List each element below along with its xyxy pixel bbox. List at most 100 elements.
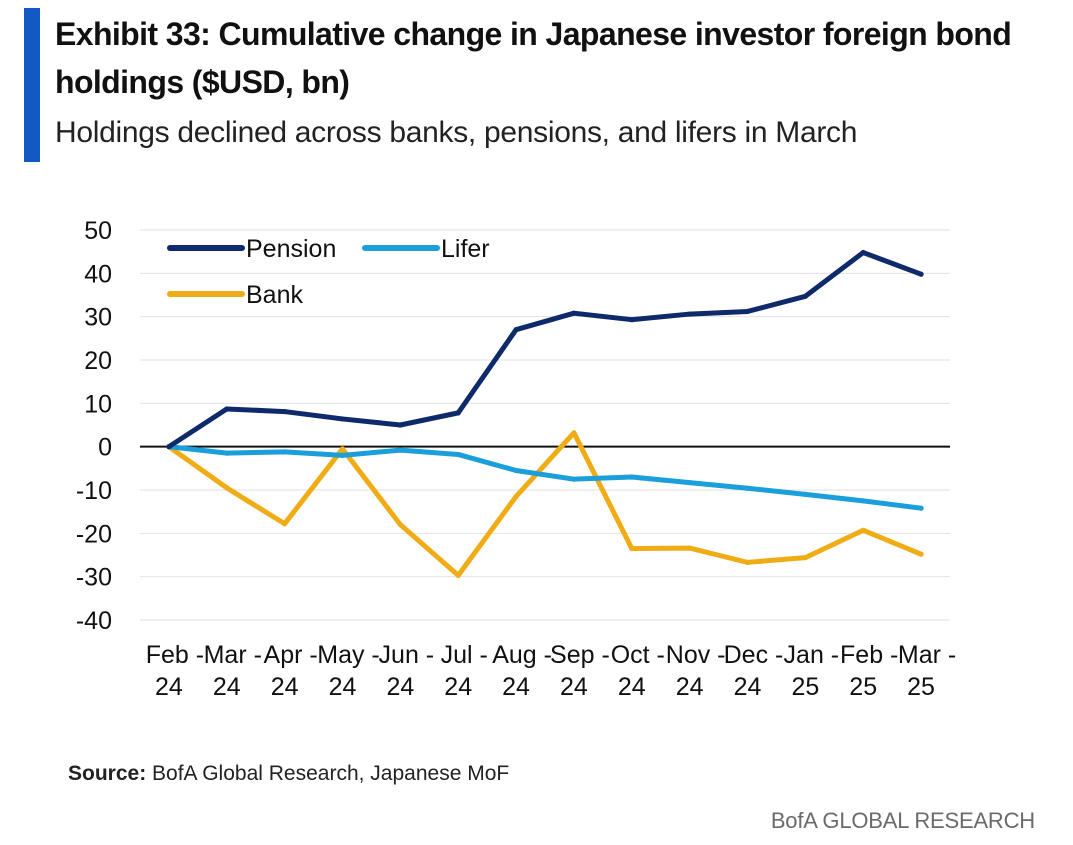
data-point-pension [455,410,461,416]
data-point-pension [744,308,751,315]
data-point-bank [918,551,924,557]
x-tick-label-line: 24 [329,673,357,701]
x-tick-label-line: Jan - [784,641,840,669]
data-point-bank [571,430,577,436]
data-point-lifer [860,498,866,504]
y-axis: 50 40 30 20 10 0 -10 -20 -30 -40 [76,217,112,635]
y-tick-label: -40 [76,607,112,635]
x-tick-label: Apr - 24 [264,641,318,701]
y-tick-label: 50 [84,217,112,245]
x-tick-label: Oct - 24 [611,641,665,701]
x-tick-label-line: 24 [618,673,646,701]
y-tick-label: 40 [84,260,112,288]
x-tick-label-line: Mar - [898,641,956,669]
x-tick-label-line: 25 [791,673,819,701]
x-tick-label: May - 24 [317,641,380,701]
y-tick-label: -20 [76,520,112,548]
x-tick-label-line: Apr - [264,641,318,669]
x-tick-label: Aug - 24 [492,641,552,701]
data-point-lifer [282,449,288,455]
data-point-pension [339,416,346,422]
source-label: Source: [68,762,147,785]
data-point-bank [744,559,751,565]
data-point-bank [629,545,635,552]
x-tick-label: Jun - 24 [379,641,435,701]
y-tick-label: -30 [76,564,112,592]
x-tick-label-line: Nov - [666,641,726,669]
x-tick-label-line: Jun - [379,641,435,669]
data-point-bank [860,527,866,533]
x-tick-label-line: Aug - [492,641,552,669]
x-tick-label: Jan - 25 [784,641,840,701]
data-point-lifer [744,485,751,491]
y-tick-label: 30 [84,304,112,332]
data-point-lifer [918,505,924,511]
y-tick-label: 0 [98,434,112,462]
x-tick-label-line: 24 [734,673,762,701]
series-layer [166,249,924,578]
data-point-pension [860,249,866,256]
x-tick-label-line: 24 [155,673,183,701]
data-point-pension [397,422,403,428]
x-tick-label-line: 24 [271,673,299,701]
data-point-pension [282,408,288,415]
data-point-lifer [513,467,519,474]
chart-subtitle: Holdings declined across banks, pensions… [55,116,858,149]
source-note: Source: BofA Global Research, Japanese M… [68,762,509,786]
y-tick-label: 10 [84,390,112,418]
x-tick-label-line: 25 [849,673,877,701]
x-tick-label: Jul - 24 [441,641,488,701]
legend-label-pension: Pension [246,235,336,263]
series-line-bank [166,430,924,578]
series-line-lifer [166,444,924,511]
data-point-bank [455,572,461,578]
data-point-pension [629,317,635,323]
data-point-pension [918,271,924,277]
data-point-bank [282,521,288,527]
data-point-bank [687,545,693,551]
brand-footer: BofA GLOBAL RESEARCH [770,808,1035,833]
x-tick-label: Mar - 25 [898,641,956,701]
data-point-lifer [339,452,346,458]
y-tick-label: -10 [76,477,112,505]
x-tick-label-line: Sep - [550,641,610,669]
x-tick-label: Nov - 24 [666,641,726,701]
y-tick-label: 20 [84,347,112,375]
x-tick-label-line: May - [317,641,380,669]
data-point-bank [513,493,519,500]
data-point-lifer [224,450,230,456]
x-tick-label-line: 25 [907,673,935,701]
x-tick-label-line: Feb - [146,641,204,669]
data-point-bank [397,522,403,528]
x-tick-label: Feb - 24 [146,641,204,701]
x-tick-label-line: Dec - [724,641,784,669]
data-point-pension [224,406,230,412]
data-point-bank [802,555,808,561]
gridlines [140,229,950,621]
chart-title: Exhibit 33: Cumulative change in Japanes… [55,16,1012,100]
data-point-lifer [397,447,403,453]
x-tick-label: Feb - 25 [840,641,898,701]
source-text: BofA Global Research, Japanese MoF [146,762,510,785]
x-tick-label-line: 24 [676,673,704,701]
legend-label-lifer: Lifer [441,235,490,263]
data-point-pension [166,444,172,450]
x-tick-label-line: 24 [502,673,530,701]
x-tick-label: Mar - 24 [204,641,262,701]
x-tick-label-line: Feb - [840,641,898,669]
data-point-pension [802,293,808,299]
data-point-lifer [571,476,577,482]
data-point-lifer [629,474,635,480]
data-point-lifer [802,491,808,497]
legend: Pension Lifer Bank [167,235,490,309]
x-tick-label: Sep - 24 [550,641,610,701]
x-tick-label-line: 24 [560,673,588,701]
data-point-pension [571,310,577,316]
data-point-lifer [455,451,461,458]
data-point-bank [339,446,346,452]
data-point-lifer [687,480,693,486]
x-tick-label: Dec - 24 [724,641,784,701]
legend-label-bank: Bank [246,281,303,309]
